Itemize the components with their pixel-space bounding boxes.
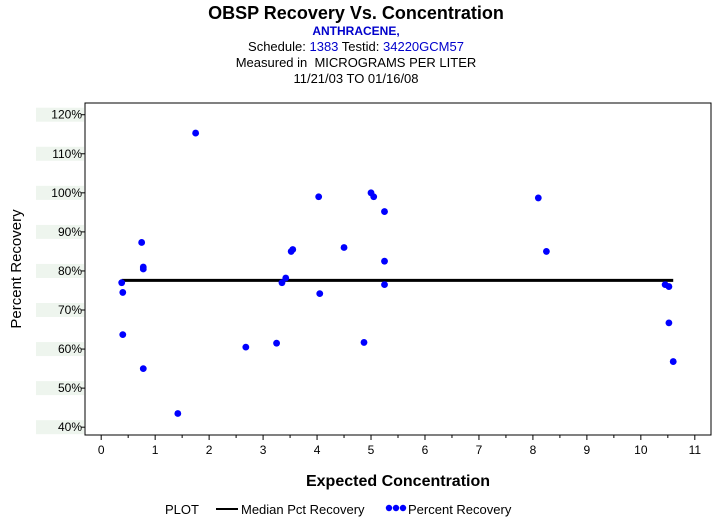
- y-tick-label-bg: [36, 303, 84, 318]
- data-point: [118, 279, 126, 287]
- legend-median-label: Median Pct Recovery: [241, 502, 365, 517]
- data-point: [543, 248, 550, 255]
- y-tick-label-bg: [36, 185, 84, 200]
- testid-label: Testid:: [342, 39, 380, 54]
- x-tick-label: 10: [634, 443, 648, 457]
- data-point: [192, 129, 200, 137]
- x-tick-label: 11: [689, 443, 702, 457]
- data-point: [534, 194, 542, 202]
- data-point: [282, 274, 290, 282]
- data-point: [315, 193, 323, 201]
- data-point: [340, 244, 348, 251]
- legend-title: PLOT: [165, 502, 199, 517]
- data-point: [665, 319, 673, 327]
- schedule-value: 1383: [309, 39, 338, 54]
- x-tick-label: 9: [584, 443, 591, 457]
- schedule-line: Schedule: 1383 Testid: 34220GCM57: [248, 39, 464, 54]
- data-point: [119, 331, 127, 339]
- data-point: [669, 358, 677, 365]
- y-tick-label: 50%: [58, 381, 82, 395]
- x-tick-label: 1: [152, 443, 159, 457]
- y-tick-label: 40%: [58, 420, 82, 434]
- x-tick-label: 4: [314, 443, 321, 457]
- data-point: [316, 290, 324, 298]
- legend-points-swatch: [385, 504, 407, 512]
- data-point: [381, 281, 388, 289]
- chart-title: OBSP Recovery Vs. Concentration: [208, 3, 504, 23]
- y-tick-label: 120%: [51, 108, 82, 122]
- y-tick-label: 100%: [51, 186, 82, 200]
- y-tick-label: 60%: [58, 342, 82, 356]
- x-tick-label: 7: [476, 443, 483, 457]
- x-tick-label: 5: [368, 443, 375, 457]
- legend: PLOT Median Pct Recovery Percent Recover…: [165, 502, 512, 517]
- data-point: [381, 257, 388, 265]
- legend-points-label: Percent Recovery: [408, 502, 512, 517]
- data-point: [119, 289, 127, 296]
- data-point: [370, 193, 378, 201]
- data-point: [139, 265, 147, 273]
- y-tick-label-bg: [36, 146, 84, 161]
- y-axis: 40% 50% 60% 70% 80% 90% 100% 110% 120%: [36, 107, 85, 435]
- analyte-name: ANTHRACENE,: [312, 24, 399, 38]
- data-point: [665, 283, 673, 290]
- y-tick-label-bg: [36, 107, 84, 122]
- y-tick-label: 90%: [58, 225, 82, 239]
- y-tick-label-bg: [36, 420, 84, 435]
- y-tick-label: 80%: [58, 264, 82, 278]
- y-tick-label: 110%: [52, 147, 82, 161]
- data-point: [242, 343, 250, 351]
- y-tick-label: 70%: [58, 303, 82, 317]
- y-tick-label-bg: [36, 381, 84, 396]
- data-point: [289, 246, 297, 253]
- measured-in-line: Measured in MICROGRAMS PER LITER: [236, 55, 477, 70]
- x-tick-label: 6: [422, 443, 429, 457]
- y-tick-label-bg: [36, 263, 84, 278]
- date-range: 11/21/03 TO 01/16/08: [293, 71, 418, 86]
- x-axis: 0 1 2 3 4 5 6 7 8 9 10 11: [98, 435, 702, 457]
- schedule-label: Schedule:: [248, 39, 306, 54]
- x-tick-label: 2: [206, 443, 213, 457]
- data-point: [138, 239, 146, 246]
- data-point: [273, 339, 280, 347]
- y-axis-title: Percent Recovery: [8, 209, 25, 329]
- data-points: [118, 129, 677, 417]
- x-tick-label: 3: [260, 443, 267, 457]
- data-point: [174, 410, 182, 417]
- data-point: [381, 208, 388, 215]
- data-point: [139, 365, 147, 372]
- data-point: [278, 279, 286, 287]
- x-tick-label: 8: [530, 443, 537, 457]
- plot-area: [84, 102, 712, 436]
- y-tick-label-bg: [36, 342, 84, 357]
- data-point: [360, 339, 368, 346]
- x-axis-title: Expected Concentration: [306, 473, 490, 490]
- y-tick-label-bg: [36, 224, 84, 239]
- x-tick-label: 0: [98, 443, 105, 457]
- testid-value: 34220GCM57: [383, 39, 464, 54]
